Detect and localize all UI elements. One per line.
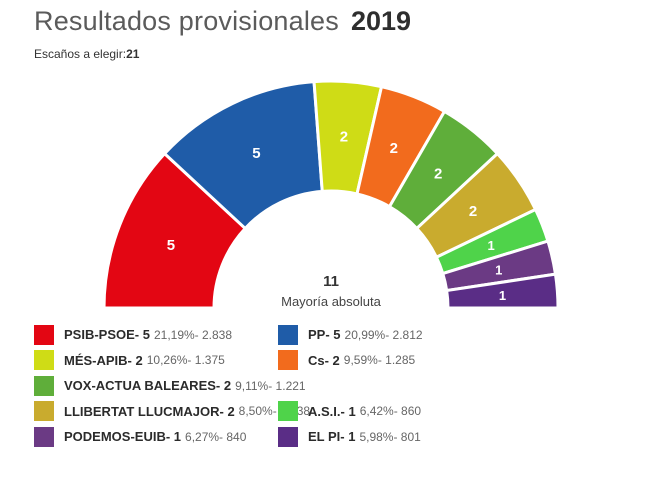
legend-stats: 9,11%- 1.221 <box>235 378 306 393</box>
legend-swatch <box>34 375 54 396</box>
seats-label: Escaños a elegir: <box>34 47 127 61</box>
legend-party: EL PI- 1 <box>308 429 356 445</box>
segment-el-pi <box>444 272 560 310</box>
seat-count-label: 2 <box>469 203 477 220</box>
seat-count-label: 2 <box>434 166 442 183</box>
legend-swatch <box>34 426 54 447</box>
legend-party: Cs- 2 <box>308 352 340 368</box>
legend-row: VOX-ACTUA BALEARES- 2 9,11%- 1.221 <box>34 373 634 399</box>
chart-title: Resultados provisionales 2019 <box>34 6 411 37</box>
seats-total: 21 <box>126 47 140 61</box>
legend-party: A.S.I.- 1 <box>308 403 356 419</box>
legend-party: MÉS-APIB- 2 <box>64 352 143 368</box>
legend-stats: 6,42%- 860 <box>359 404 422 419</box>
legend-row: PSIB-PSOE- 5 21,19%- 2.838 PP- 5 20,99%- 2.… <box>34 322 634 348</box>
legend: PSIB-PSOE- 5 21,19%- 2.838 PP- 5 20,99%- 2.… <box>34 322 634 450</box>
legend-item: EL PI- 1 5,98%- 801 <box>278 426 421 447</box>
seat-count-label: 5 <box>167 237 175 254</box>
legend-item: A.S.I.- 1 6,42%- 860 <box>278 401 422 422</box>
legend-swatch <box>278 350 298 371</box>
seat-count-label: 1 <box>495 263 502 278</box>
legend-party: LLIBERTAT LLUCMAJOR- 2 <box>64 403 235 419</box>
legend-row: PODEMOS-EUIB- 1 6,27%- 840 EL PI- 1 5,98%- … <box>34 424 634 450</box>
majority-value: 11 <box>323 273 339 290</box>
legend-swatch <box>34 401 54 422</box>
legend-party: PODEMOS-EUIB- 1 <box>64 429 182 445</box>
legend-item: PP- 5 20,99%- 2.812 <box>278 324 423 345</box>
legend-party: PSIB-PSOE- 5 <box>64 327 150 343</box>
seat-count-label: 1 <box>499 288 506 303</box>
seat-count-label: 2 <box>390 140 398 157</box>
legend-swatch <box>34 350 54 371</box>
legend-row: LLIBERTAT LLUCMAJOR- 2 8,50%- 1.138 A.S.I.… <box>34 399 634 425</box>
legend-swatch <box>34 324 54 345</box>
legend-stats: 21,19%- 2.838 <box>153 327 233 342</box>
title-year: 2019 <box>350 6 412 36</box>
legend-swatch <box>278 401 298 422</box>
legend-item: Cs- 2 9,59%- 1.285 <box>278 350 416 371</box>
legend-item: VOX-ACTUA BALEARES- 2 9,11%- 1.221 <box>34 375 306 396</box>
legend-item: PSIB-PSOE- 5 21,19%- 2.838 <box>34 324 278 345</box>
legend-item: PODEMOS-EUIB- 1 6,27%- 840 <box>34 426 278 447</box>
title-text: Resultados provisionales <box>34 6 339 36</box>
legend-stats: 5,98%- 801 <box>359 429 421 444</box>
legend-swatch <box>278 324 298 345</box>
seat-count-label: 5 <box>252 145 260 162</box>
legend-swatch <box>278 426 298 447</box>
legend-stats: 9,59%- 1.285 <box>343 353 416 368</box>
legend-party: VOX-ACTUA BALEARES- 2 <box>64 378 232 394</box>
legend-item: MÉS-APIB- 2 10,26%- 1.375 <box>34 350 278 371</box>
seat-count-label: 2 <box>340 129 348 146</box>
legend-item: LLIBERTAT LLUCMAJOR- 2 8,50%- 1.138 <box>34 401 310 422</box>
seat-count-label: 1 <box>487 238 494 253</box>
legend-stats: 10,26%- 1.375 <box>146 353 225 368</box>
legend-party: PP- 5 <box>308 327 341 343</box>
majority-label: Mayoría absoluta <box>281 294 381 309</box>
seats-to-elect: Escaños a elegir:21 <box>34 47 139 61</box>
legend-stats: 6,27%- 840 <box>185 429 247 444</box>
legend-stats: 20,99%- 2.812 <box>344 327 423 342</box>
legend-row: MÉS-APIB- 2 10,26%- 1.375 Cs- 2 9,59%- 1.28… <box>34 348 634 374</box>
